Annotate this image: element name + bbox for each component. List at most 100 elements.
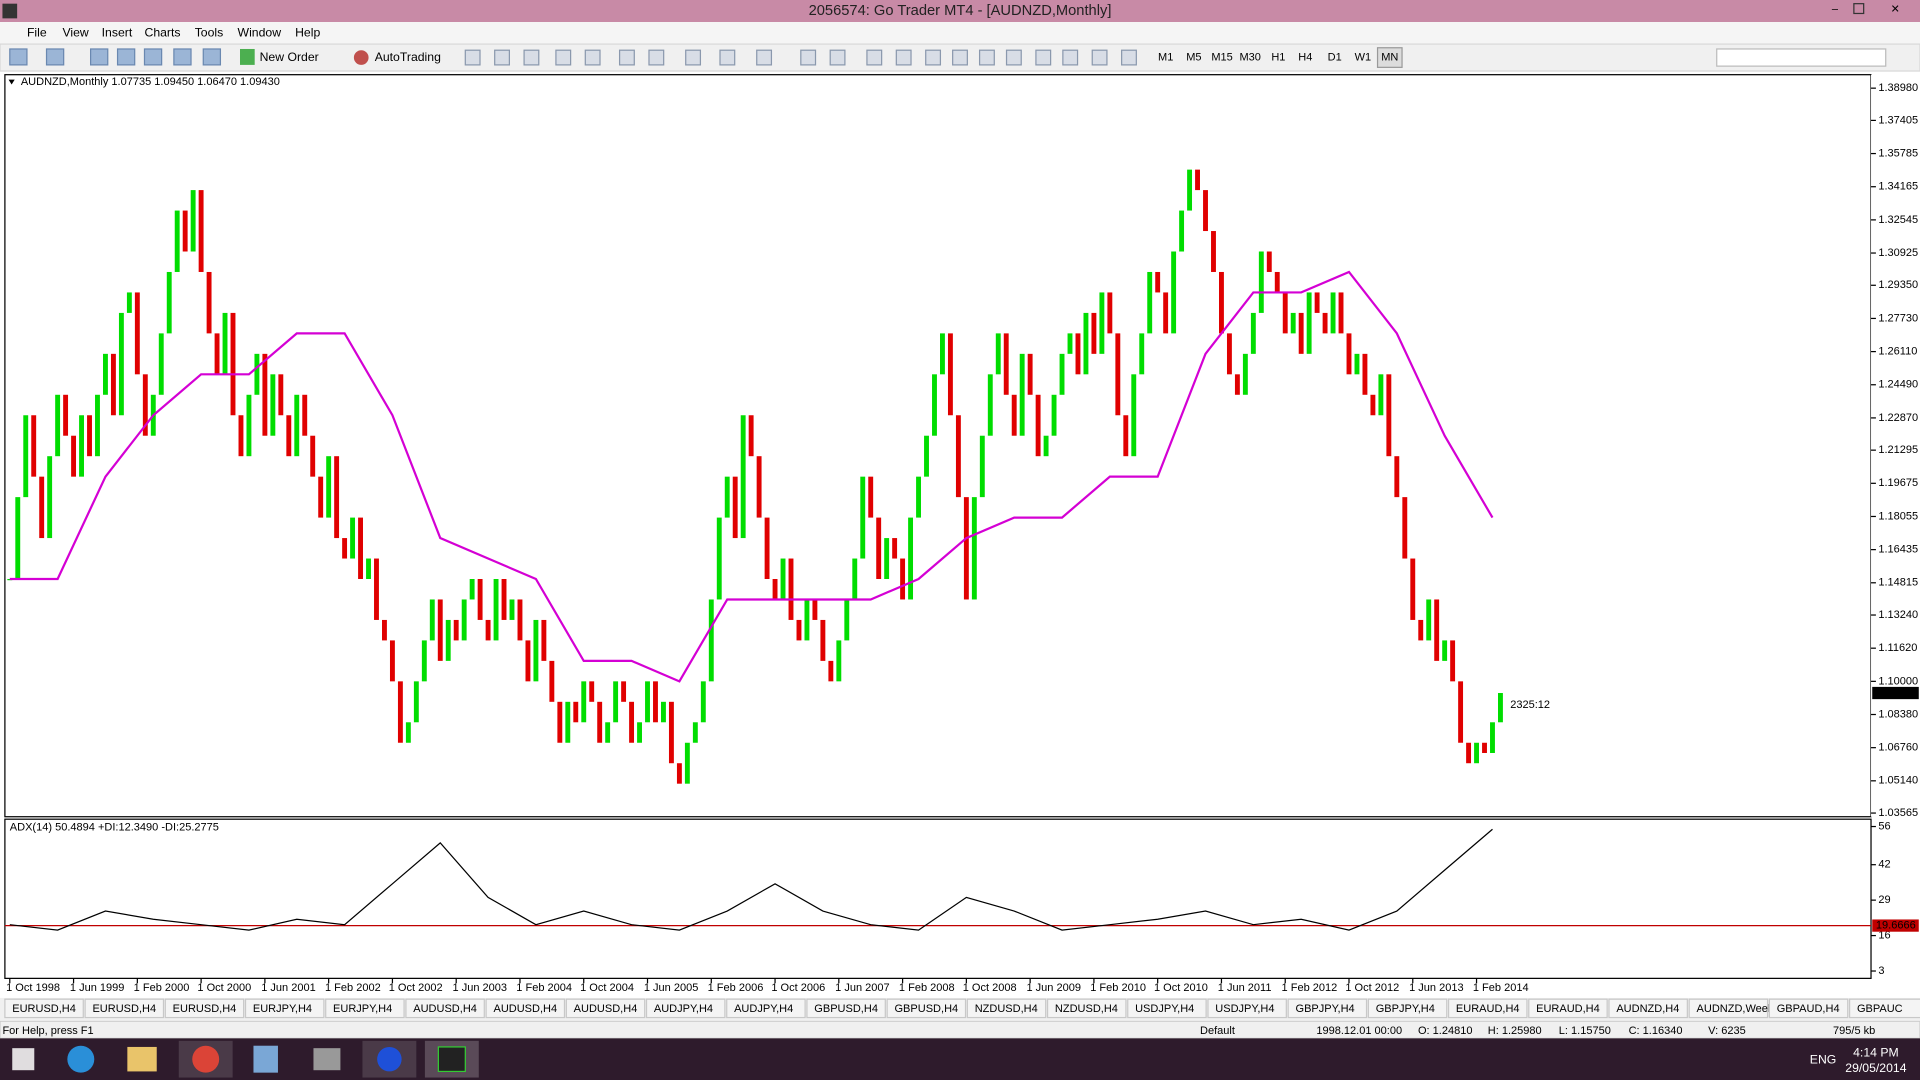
tool-icon[interactable] [685,49,702,66]
tool-icon[interactable] [800,49,817,66]
tool-icon[interactable] [1121,49,1137,66]
tab-label[interactable]: AUDUSD,H4 [493,1003,557,1015]
tab-label[interactable]: GBPUSD,H4 [894,1003,958,1015]
tab[interactable] [966,998,1047,1019]
app-icon-2[interactable] [313,1048,341,1071]
tab[interactable] [84,998,165,1019]
tool-icon[interactable] [494,49,510,66]
tool-icon[interactable] [866,49,883,66]
new-order-button[interactable]: New Order [260,50,319,64]
tab[interactable] [164,998,245,1019]
tab-label[interactable]: EURUSD,H4 [173,1003,237,1015]
tab-label[interactable]: GBPAUC [1857,1003,1903,1015]
menu-item[interactable]: Insert [102,25,133,39]
timeframe-button[interactable]: M30 [1239,51,1260,63]
tool-icon[interactable] [523,49,540,66]
chrome-icon[interactable] [192,1045,220,1073]
tool-icon[interactable] [719,49,736,66]
tab[interactable] [645,998,726,1019]
tab[interactable] [405,998,485,1019]
tool-icon[interactable] [9,48,28,66]
tab-label[interactable]: NZDUSD,H4 [1055,1003,1118,1015]
tab[interactable] [1848,998,1920,1019]
tab-label[interactable]: GBPJPY,H4 [1296,1003,1355,1015]
tool-icon[interactable] [895,49,912,66]
autotrading-button[interactable]: AutoTrading [375,50,441,64]
tab[interactable] [4,998,84,1019]
timeframe-button[interactable]: H1 [1271,51,1285,63]
app-icon-3[interactable] [377,1046,402,1072]
tab-label[interactable]: AUDJPY,H4 [734,1003,793,1015]
tab[interactable] [1528,998,1608,1019]
tab-label[interactable]: EURJPY,H4 [253,1003,312,1015]
tab[interactable] [1688,998,1769,1019]
menu-item[interactable]: Tools [195,25,224,39]
new-order-icon[interactable] [240,48,255,65]
tab[interactable] [485,998,566,1019]
tool-icon[interactable] [1035,49,1052,66]
tab[interactable] [726,998,806,1019]
tab-label[interactable]: EURUSD,H4 [92,1003,156,1015]
tool-icon[interactable] [90,48,109,66]
menu-item[interactable]: View [62,25,88,39]
tool-icon[interactable] [756,49,773,66]
ie-icon[interactable] [67,1045,95,1073]
tab[interactable] [886,998,967,1019]
tab-label[interactable]: AUDUSD,H4 [413,1003,477,1015]
tool-icon[interactable] [1062,49,1079,66]
tab[interactable] [1287,998,1368,1019]
autotrading-icon[interactable] [353,50,369,65]
menu-item[interactable]: Help [295,25,320,39]
start-button[interactable] [12,1048,35,1071]
tab-label[interactable]: AUDJPY,H4 [654,1003,713,1015]
tool-icon[interactable] [925,49,942,66]
tab-label[interactable]: AUDNZD,H4 [1616,1003,1679,1015]
mt4-icon[interactable] [437,1046,466,1073]
tab[interactable] [244,998,325,1019]
timeframe-button[interactable]: H4 [1298,51,1312,63]
tab[interactable] [325,998,405,1019]
tab-label[interactable]: NZDUSD,H4 [975,1003,1038,1015]
timeframe-button[interactable]: M5 [1186,51,1201,63]
search-box[interactable] [1716,48,1887,67]
tool-icon[interactable] [45,48,65,66]
minimize-button[interactable]: – [1832,4,1839,16]
tab-label[interactable]: GBPAUD,H4 [1777,1003,1840,1015]
calc-icon[interactable] [253,1045,278,1073]
tool-icon[interactable] [173,48,192,66]
tool-icon[interactable] [829,49,846,66]
tool-icon[interactable] [648,49,665,66]
menu-item[interactable]: Charts [144,25,180,39]
tab[interactable] [806,998,886,1019]
tool-icon[interactable] [202,48,222,66]
timeframe-button[interactable]: W1 [1355,51,1372,63]
timeframe-button[interactable]: M1 [1158,51,1173,63]
explorer-icon[interactable] [127,1046,157,1072]
tab-label[interactable]: AUDUSD,H4 [574,1003,638,1015]
tool-icon[interactable] [618,49,635,66]
tab-label[interactable]: USDJPY,H4 [1135,1003,1194,1015]
tab-label[interactable]: EURAUD,H4 [1456,1003,1520,1015]
timeframe-button[interactable]: M15 [1211,51,1232,63]
tab[interactable] [1127,998,1207,1019]
tool-icon[interactable] [143,48,163,66]
timeframe-button[interactable]: D1 [1328,51,1342,63]
tab-label[interactable]: AUDNZD,Weekly [1697,1003,1782,1015]
restore-button[interactable] [1853,3,1865,15]
tab[interactable] [1207,998,1287,1019]
menu-item[interactable]: Window [238,25,282,39]
close-button[interactable]: ✕ [1891,4,1900,16]
tab-label[interactable]: EURJPY,H4 [333,1003,392,1015]
tab[interactable] [1447,998,1528,1019]
tab-label[interactable]: USDJPY,H4 [1215,1003,1274,1015]
tool-icon[interactable] [1005,49,1022,66]
tab-label[interactable]: GBPUSD,H4 [814,1003,878,1015]
tool-icon[interactable] [1091,49,1108,66]
tab[interactable] [1046,998,1127,1019]
tool-icon[interactable] [952,49,968,66]
tab[interactable] [1768,998,1849,1019]
timeframe-button[interactable]: MN [1381,51,1398,63]
tab-label[interactable]: EURAUD,H4 [1536,1003,1600,1015]
tab[interactable] [1608,998,1688,1019]
tab-label[interactable]: GBPJPY,H4 [1376,1003,1435,1015]
